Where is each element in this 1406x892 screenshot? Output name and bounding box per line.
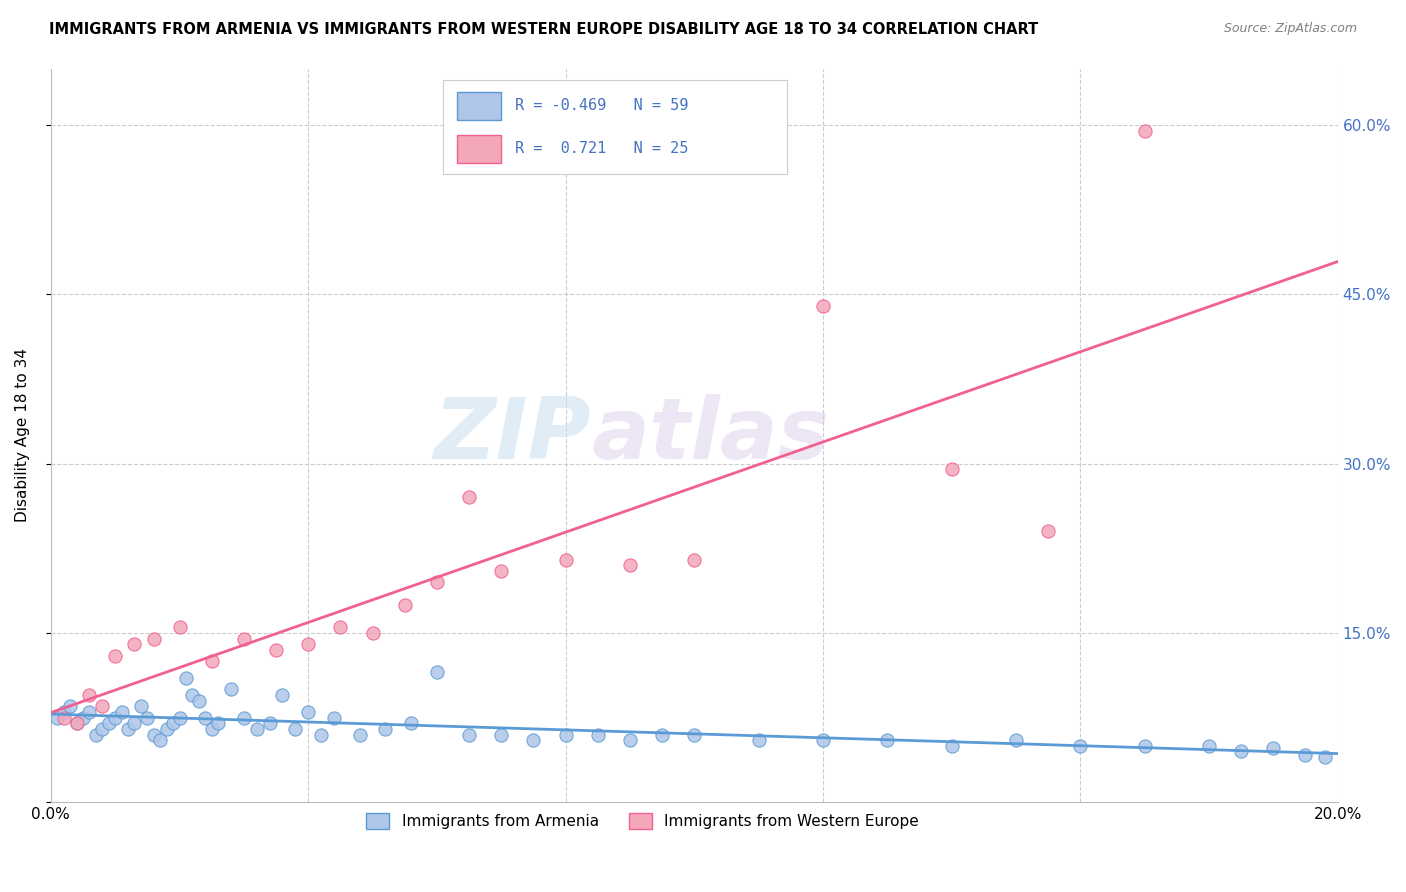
- Point: [399, 716, 422, 731]
- Point: [683, 552, 706, 566]
- Point: [811, 733, 834, 747]
- Point: [323, 710, 346, 724]
- Point: [1069, 739, 1091, 753]
- Point: [489, 727, 512, 741]
- Point: [394, 598, 416, 612]
- Point: [259, 716, 281, 731]
- Point: [619, 558, 641, 573]
- FancyBboxPatch shape: [457, 135, 502, 162]
- Point: [79, 705, 101, 719]
- Point: [194, 710, 217, 724]
- Point: [426, 575, 449, 590]
- Point: [97, 716, 120, 731]
- Point: [651, 727, 673, 741]
- Point: [811, 299, 834, 313]
- Point: [129, 699, 152, 714]
- Point: [201, 654, 224, 668]
- Point: [941, 739, 963, 753]
- Point: [65, 716, 87, 731]
- Point: [1263, 741, 1285, 756]
- Point: [554, 727, 576, 741]
- Point: [149, 733, 172, 747]
- Point: [91, 722, 114, 736]
- Point: [426, 665, 449, 680]
- Point: [65, 716, 87, 731]
- Point: [52, 710, 75, 724]
- Point: [84, 727, 107, 741]
- Point: [169, 710, 191, 724]
- Point: [110, 705, 132, 719]
- Point: [246, 722, 269, 736]
- Point: [124, 637, 146, 651]
- Point: [156, 722, 179, 736]
- Point: [361, 626, 384, 640]
- Point: [169, 620, 191, 634]
- Point: [117, 722, 139, 736]
- Text: IMMIGRANTS FROM ARMENIA VS IMMIGRANTS FROM WESTERN EUROPE DISABILITY AGE 18 TO 3: IMMIGRANTS FROM ARMENIA VS IMMIGRANTS FR…: [49, 22, 1039, 37]
- Point: [136, 710, 159, 724]
- Point: [181, 688, 204, 702]
- Point: [79, 688, 101, 702]
- Point: [91, 699, 114, 714]
- Point: [1133, 123, 1156, 137]
- Point: [46, 710, 69, 724]
- Point: [142, 727, 165, 741]
- Point: [1230, 744, 1253, 758]
- Point: [187, 694, 209, 708]
- Point: [232, 710, 254, 724]
- Point: [586, 727, 609, 741]
- Point: [142, 632, 165, 646]
- Point: [683, 727, 706, 741]
- Point: [1198, 739, 1220, 753]
- Point: [124, 716, 146, 731]
- Point: [104, 648, 127, 663]
- Point: [297, 705, 319, 719]
- Point: [232, 632, 254, 646]
- Point: [207, 716, 229, 731]
- Text: atlas: atlas: [592, 394, 830, 477]
- Point: [619, 733, 641, 747]
- Point: [1133, 739, 1156, 753]
- Point: [271, 688, 294, 702]
- Point: [1005, 733, 1028, 747]
- FancyBboxPatch shape: [457, 92, 502, 120]
- Point: [72, 710, 94, 724]
- Point: [284, 722, 307, 736]
- Point: [104, 710, 127, 724]
- Point: [374, 722, 396, 736]
- Point: [748, 733, 770, 747]
- Point: [349, 727, 371, 741]
- Text: R =  0.721   N = 25: R = 0.721 N = 25: [515, 141, 689, 156]
- Point: [489, 564, 512, 578]
- Y-axis label: Disability Age 18 to 34: Disability Age 18 to 34: [15, 349, 30, 523]
- Point: [309, 727, 332, 741]
- Point: [522, 733, 544, 747]
- Point: [329, 620, 352, 634]
- Point: [174, 671, 197, 685]
- Text: Source: ZipAtlas.com: Source: ZipAtlas.com: [1223, 22, 1357, 36]
- Point: [52, 705, 75, 719]
- Point: [554, 552, 576, 566]
- Point: [458, 727, 481, 741]
- Point: [297, 637, 319, 651]
- Point: [941, 462, 963, 476]
- Point: [876, 733, 898, 747]
- Point: [1036, 524, 1059, 539]
- Text: R = -0.469   N = 59: R = -0.469 N = 59: [515, 98, 689, 113]
- Point: [1294, 747, 1316, 762]
- Point: [458, 491, 481, 505]
- Point: [59, 699, 82, 714]
- Legend: Immigrants from Armenia, Immigrants from Western Europe: Immigrants from Armenia, Immigrants from…: [360, 806, 925, 835]
- Point: [264, 643, 287, 657]
- Point: [219, 682, 242, 697]
- Text: ZIP: ZIP: [433, 394, 592, 477]
- Point: [162, 716, 184, 731]
- Point: [201, 722, 224, 736]
- Point: [1313, 750, 1336, 764]
